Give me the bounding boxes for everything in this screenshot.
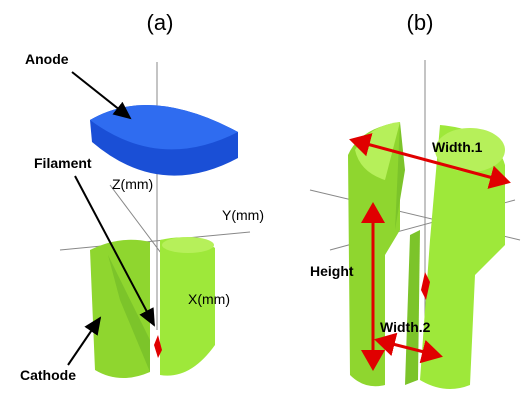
dimension-label: Width.2 xyxy=(380,319,431,335)
panel-label: (b) xyxy=(407,10,434,35)
dimension-label: Height xyxy=(310,263,354,279)
callout-arrow xyxy=(74,175,155,327)
anode xyxy=(90,105,238,176)
dimension-arrow xyxy=(349,133,511,189)
panel-label: (a) xyxy=(147,10,174,35)
panel-b: (b) Width.1 Height Width.2 xyxy=(309,10,521,389)
axis-label: X(mm) xyxy=(188,291,230,307)
axis-label: Z(mm) xyxy=(112,176,153,192)
panel-a: (a) Anode Filament Cathode Z(mm) Y(mm) xyxy=(20,10,264,383)
axes xyxy=(59,62,251,330)
cathode xyxy=(90,237,215,379)
dimension-arrow xyxy=(374,332,443,364)
filament xyxy=(421,272,430,300)
filament xyxy=(154,335,162,358)
callout: Cathode xyxy=(20,367,76,383)
callout: Filament xyxy=(34,155,92,171)
dimension-label: Width.1 xyxy=(432,139,483,155)
callout-arrow xyxy=(67,316,102,366)
axis-label: Y(mm) xyxy=(222,207,264,223)
callout: Anode xyxy=(25,51,69,67)
callout-arrow xyxy=(71,71,132,120)
